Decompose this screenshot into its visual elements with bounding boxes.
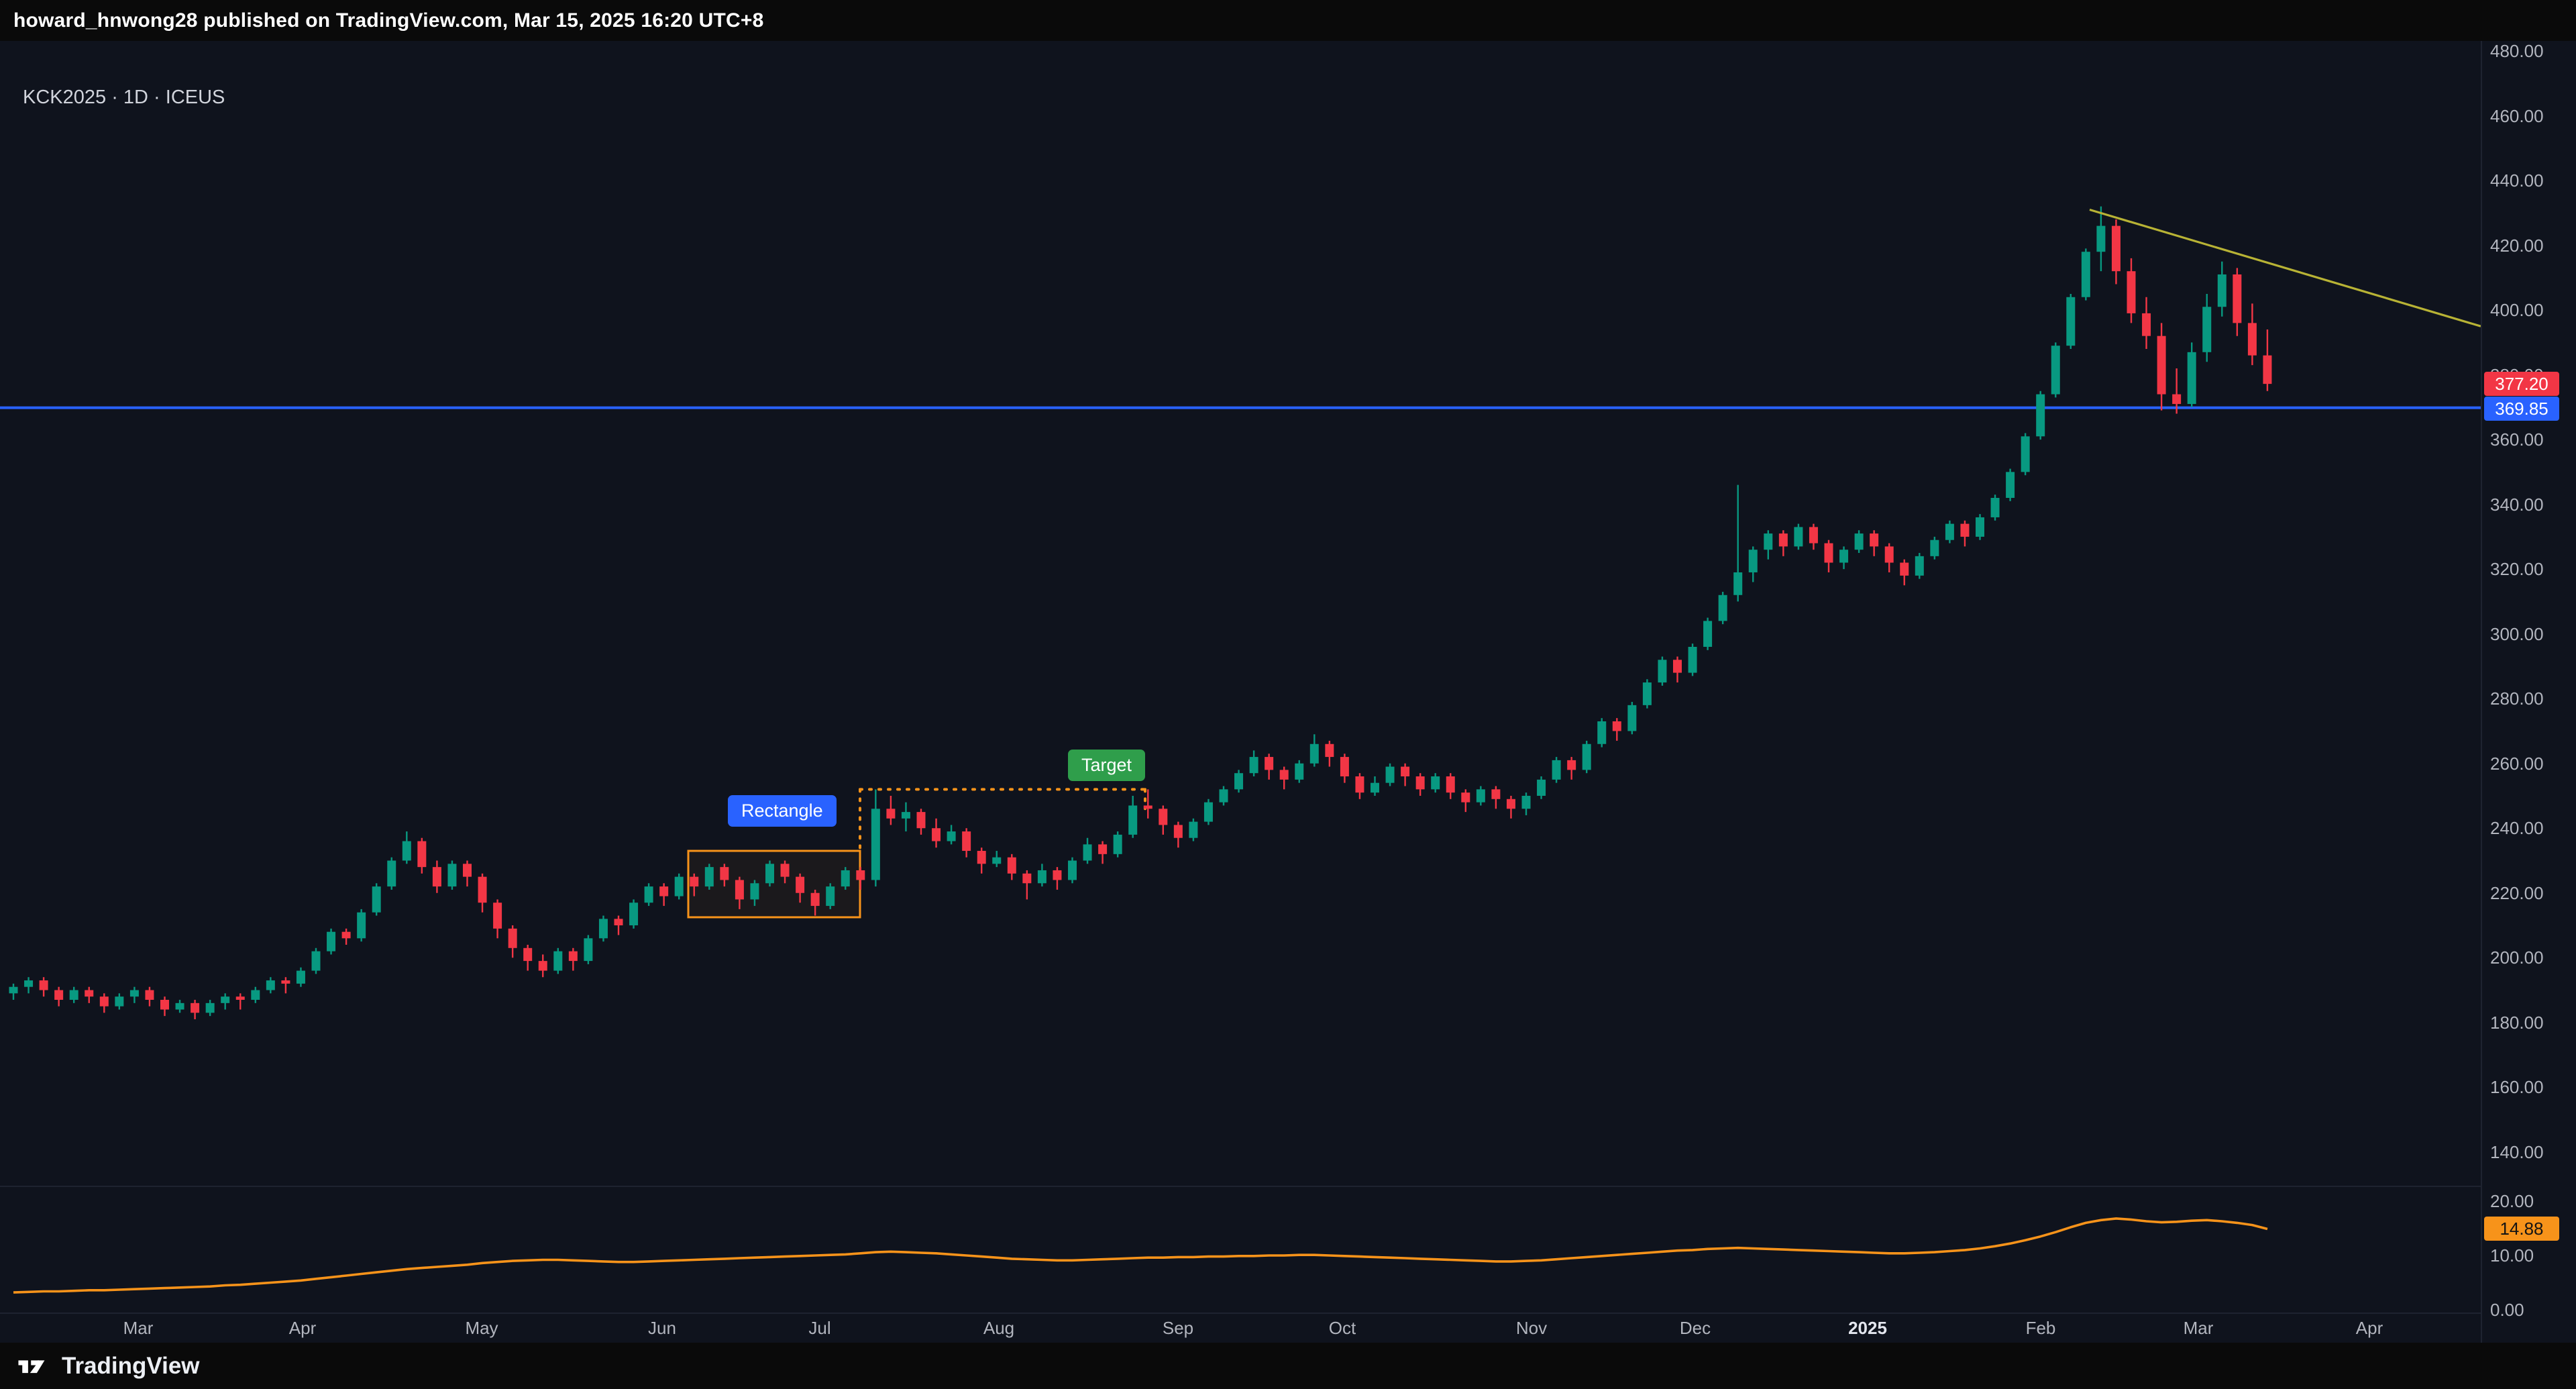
rectangle-drawing[interactable] (687, 850, 861, 919)
time-axis-month-label: Oct (1328, 1318, 1356, 1338)
candles[interactable] (9, 206, 2272, 1019)
chart-region: KCK2025 · 1D · ICEUS Rectangle Target 37… (0, 41, 2576, 1343)
indicator-axis-label: 20.00 (2490, 1191, 2534, 1211)
price-axis-label: 420.00 (2490, 235, 2544, 256)
price-axis-label: 320.00 (2490, 559, 2544, 580)
time-axis-month-label: May (465, 1318, 498, 1338)
descending-trendline[interactable] (2089, 208, 2481, 327)
target-drawing-label[interactable]: Target (1068, 750, 1146, 781)
time-axis-month-label: Jun (648, 1318, 676, 1338)
last-price-badge: 377.20 (2484, 372, 2559, 397)
price-axis-label: 240.00 (2490, 818, 2544, 839)
time-axis-month-label: Feb (2025, 1318, 2056, 1338)
tradingview-brand[interactable]: TradingView (62, 1352, 200, 1379)
price-axis-label: 300.00 (2490, 623, 2544, 644)
price-axis-label: 340.00 (2490, 494, 2544, 515)
hline-price-badge: 369.85 (2484, 396, 2559, 421)
price-axis-label: 160.00 (2490, 1077, 2544, 1098)
price-axis-label: 480.00 (2490, 41, 2544, 61)
rectangle-drawing-label[interactable]: Rectangle (728, 795, 837, 827)
price-axis-label: 360.00 (2490, 429, 2544, 450)
time-axis-month-label: Apr (2355, 1318, 2383, 1338)
time-axis-month-label: Dec (1679, 1318, 1711, 1338)
price-axis-label: 460.00 (2490, 105, 2544, 126)
price-axis-label: 200.00 (2490, 947, 2544, 968)
time-axis-month-label: Mar (2183, 1318, 2214, 1338)
time-axis-month-label: Jul (808, 1318, 831, 1338)
price-axis-label: 280.00 (2490, 688, 2544, 709)
time-axis-year-label: 2025 (1848, 1318, 1887, 1338)
time-axis-month-label: Sep (1162, 1318, 1194, 1338)
price-axis-label: 400.00 (2490, 300, 2544, 321)
candlestick-chart[interactable] (0, 41, 2482, 1343)
price-axis-label: 440.00 (2490, 170, 2544, 191)
tradingview-logo-icon[interactable] (17, 1356, 52, 1376)
price-axis-label: 180.00 (2490, 1012, 2544, 1033)
indicator-axis-label: 0.00 (2490, 1300, 2524, 1320)
publish-bar: howard_hnwong28 published on TradingView… (0, 0, 2576, 41)
price-axis-label: 260.00 (2490, 753, 2544, 774)
time-axis-month-label: Nov (1515, 1318, 1548, 1338)
time-axis-month-label: Mar (123, 1318, 154, 1338)
price-axis-label: 220.00 (2490, 882, 2544, 903)
time-axis-month-label: Aug (983, 1318, 1015, 1338)
indicator-value-badge: 14.88 (2484, 1217, 2559, 1241)
indicator-axis-label: 10.00 (2490, 1245, 2534, 1266)
symbol-title[interactable]: KCK2025 · 1D · ICEUS (23, 87, 225, 108)
time-axis-month-label: Apr (288, 1318, 317, 1338)
publish-line: howard_hnwong28 published on TradingView… (13, 9, 764, 32)
footer-bar: TradingView (0, 1343, 2576, 1389)
price-axis[interactable]: 377.20 369.85 14.88 480.00 460.00 440.00 42… (2481, 41, 2576, 1343)
price-axis-label: 140.00 (2490, 1141, 2544, 1162)
indicator-line[interactable] (13, 1217, 2268, 1294)
